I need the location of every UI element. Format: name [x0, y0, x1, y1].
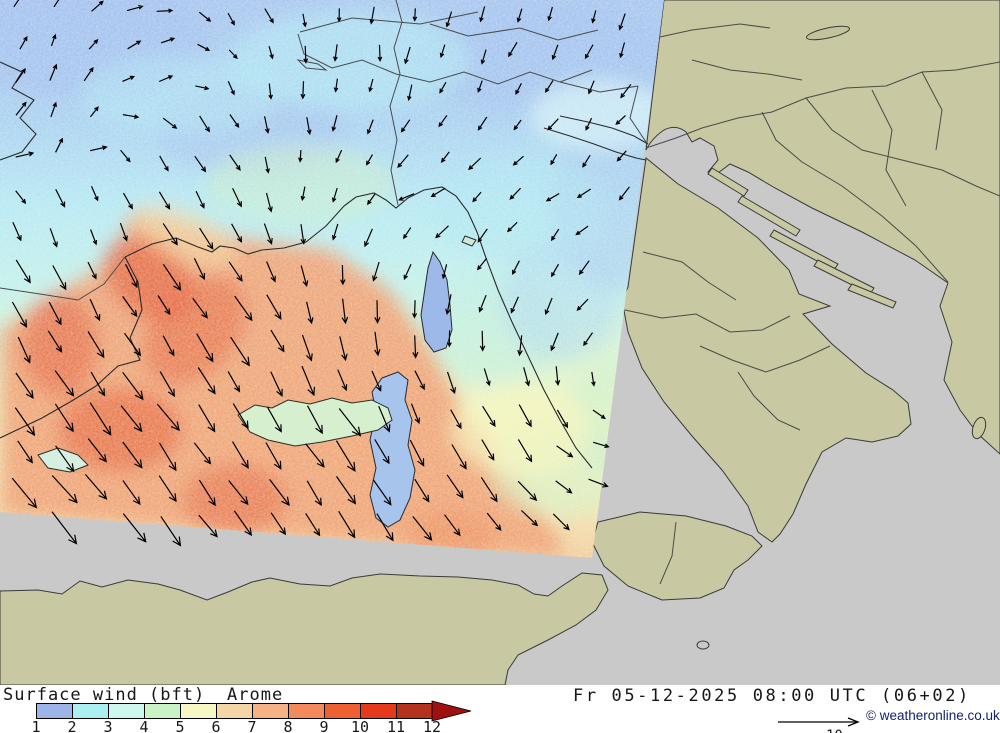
colorbar-tick-label: 2 [67, 718, 77, 733]
colorbar-tick-label: 12 [422, 718, 442, 733]
copyright-watermark: © weatheronline.co.uk [866, 708, 1000, 723]
colorbar-cell [144, 703, 181, 719]
colorbar-cell [180, 703, 217, 719]
wind-arrows [11, 0, 632, 547]
colorbar-cell [252, 703, 289, 719]
model-name: Arome [227, 685, 284, 705]
legend-bar: Surface wind (bft) Arome Fr 05-12-2025 0… [0, 685, 1000, 733]
colorbar-tick-label: 1 [31, 718, 41, 733]
colorbar-cell [216, 703, 253, 719]
colorbar-tick-label: 10 [350, 718, 370, 733]
colorbar-cell [36, 703, 73, 719]
corfu-island [971, 416, 987, 440]
surface-wind-map [0, 0, 1000, 685]
colorbar-tick-label: 3 [103, 718, 113, 733]
lake-balaton [805, 25, 851, 41]
colorbar-tick-label: 7 [247, 718, 257, 733]
malta-island [696, 640, 710, 650]
ibiza-island [37, 447, 89, 473]
reference-arrow-label: 10 [826, 728, 843, 733]
colorbar-cell [108, 703, 145, 719]
mallorca-island [237, 397, 393, 447]
domain-coastlines [0, 61, 649, 469]
colorbar-cell [288, 703, 325, 719]
colorbar-cell [360, 703, 397, 719]
colorbar-tick-label: 4 [139, 718, 149, 733]
colorbar-tick-label: 6 [211, 718, 221, 733]
valid-datetime: Fr 05-12-2025 08:00 UTC (06+02) [573, 686, 971, 706]
wind-speed-colorbar: 1 2 3 4 5 6 7 8 9 10 11 12 [0, 685, 1000, 733]
colorbar-tick-label: 11 [386, 718, 406, 733]
colorbar-tick-label: 8 [283, 718, 293, 733]
legend-title: Surface wind (bft) [3, 685, 206, 705]
elba-island [461, 235, 477, 247]
colorbar-cell [396, 703, 433, 719]
colorbar-tick-label: 5 [175, 718, 185, 733]
outside-borders [624, 23, 1000, 585]
colorbar-cell [324, 703, 361, 719]
colorbar-tick-label: 9 [319, 718, 329, 733]
colorbar-cell [72, 703, 109, 719]
outside-land [0, 0, 1000, 685]
wind-arrow-glyphs [11, 0, 632, 547]
